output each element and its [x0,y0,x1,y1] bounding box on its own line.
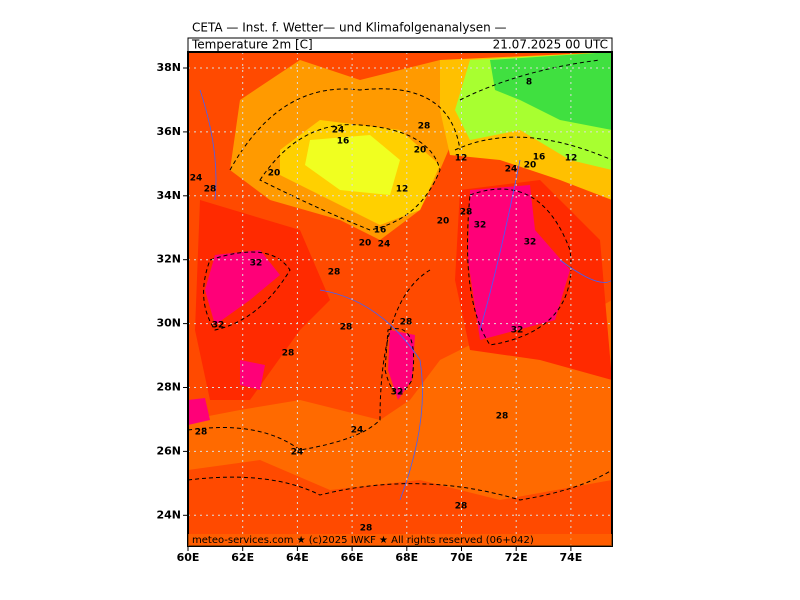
lon-label: 72E [505,551,528,564]
contour-label: 8 [526,78,532,88]
contour-label: 12 [565,154,578,164]
title: CETA — Inst. f. Wetter— und Klimafolgena… [192,21,507,35]
valid-time: 21.07.2025 00 UTC [493,38,608,52]
lon-label: 70E [450,551,473,564]
lat-label: 32N [156,253,181,266]
lon-label: 66E [341,551,364,564]
contour-label: 12 [396,185,409,195]
contour-label: 24 [332,126,345,136]
contour-label: 32 [212,321,225,331]
contour-label: 20 [437,217,450,227]
lat-label: 26N [156,444,181,457]
lon-label: 64E [286,551,309,564]
contour-label: 16 [374,226,387,236]
contour-label: 28 [418,122,431,132]
contour-label: 24 [291,448,304,458]
lon-label: 60E [177,551,200,564]
contour-label: 16 [337,137,350,147]
lon-label: 68E [395,551,418,564]
contour-label: 32 [524,238,537,248]
variable: Temperature 2m [C] [191,38,313,52]
lat-label: 30N [156,317,181,330]
lon-label: 62E [231,551,254,564]
contour-label: 24 [505,165,518,175]
contour-label: 20 [268,169,281,179]
contour-label: 20 [414,146,427,156]
lat-label: 24N [156,508,181,521]
contour-label: 32 [250,259,263,269]
lat-label: 38N [156,61,181,74]
contour-label: 32 [511,326,524,336]
contour-label: 20 [359,239,372,249]
contour-label: 28 [340,323,353,333]
contour-label: 16 [533,153,546,163]
contour-label: 28 [496,412,509,422]
contour-label: 28 [282,349,295,359]
contour-label: 28 [400,318,413,328]
contour-label: 28 [195,428,208,438]
lon-label: 74E [559,551,582,564]
contour-label: 28 [455,502,468,512]
contour-label: 28 [204,185,217,195]
lat-label: 28N [156,381,181,394]
contour-label: 32 [391,388,404,398]
contour-label: 12 [455,154,468,164]
footer-band [188,534,612,546]
contour-label: 32 [474,221,487,231]
lat-label: 34N [156,189,181,202]
contour-label: 24 [190,174,203,184]
lat-label: 36N [156,125,181,138]
contour-label: 28 [460,208,473,218]
contour-label: 28 [328,268,341,278]
contour-label: 28 [360,524,373,534]
contour-label: 24 [378,240,391,250]
contour-label: 24 [351,426,364,436]
copyright: meteo-services.com ★ (c)2025 IWKF ★ All … [192,535,534,546]
contour-label: 20 [524,161,537,171]
